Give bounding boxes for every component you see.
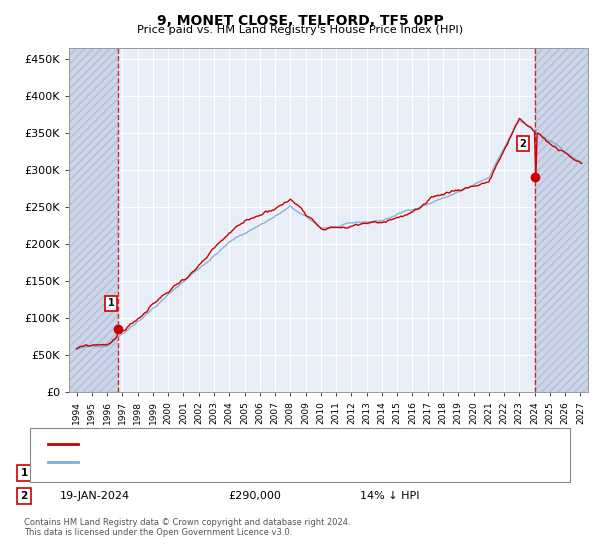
Text: 2: 2 bbox=[520, 139, 527, 149]
Text: HPI: Average price, detached house, Telford and Wrekin: HPI: Average price, detached house, Telf… bbox=[87, 455, 377, 465]
Text: 1: 1 bbox=[20, 468, 28, 478]
Text: Contains HM Land Registry data © Crown copyright and database right 2024.
This d: Contains HM Land Registry data © Crown c… bbox=[24, 518, 350, 538]
Text: 2: 2 bbox=[20, 491, 28, 501]
Text: 9, MONET CLOSE, TELFORD, TF5 0PP (detached house): 9, MONET CLOSE, TELFORD, TF5 0PP (detach… bbox=[87, 437, 372, 447]
Text: Price paid vs. HM Land Registry's House Price Index (HPI): Price paid vs. HM Land Registry's House … bbox=[137, 25, 463, 35]
Bar bbox=[69, 48, 118, 392]
Text: 27-SEP-1996: 27-SEP-1996 bbox=[60, 468, 131, 478]
Text: £85,000: £85,000 bbox=[228, 468, 274, 478]
Text: 9, MONET CLOSE, TELFORD, TF5 0PP: 9, MONET CLOSE, TELFORD, TF5 0PP bbox=[157, 14, 443, 28]
Text: 1: 1 bbox=[107, 298, 114, 308]
Bar bbox=[535, 48, 588, 392]
Text: 13% ↑ HPI: 13% ↑ HPI bbox=[360, 468, 419, 478]
Text: 14% ↓ HPI: 14% ↓ HPI bbox=[360, 491, 419, 501]
Text: 19-JAN-2024: 19-JAN-2024 bbox=[60, 491, 130, 501]
Text: £290,000: £290,000 bbox=[228, 491, 281, 501]
